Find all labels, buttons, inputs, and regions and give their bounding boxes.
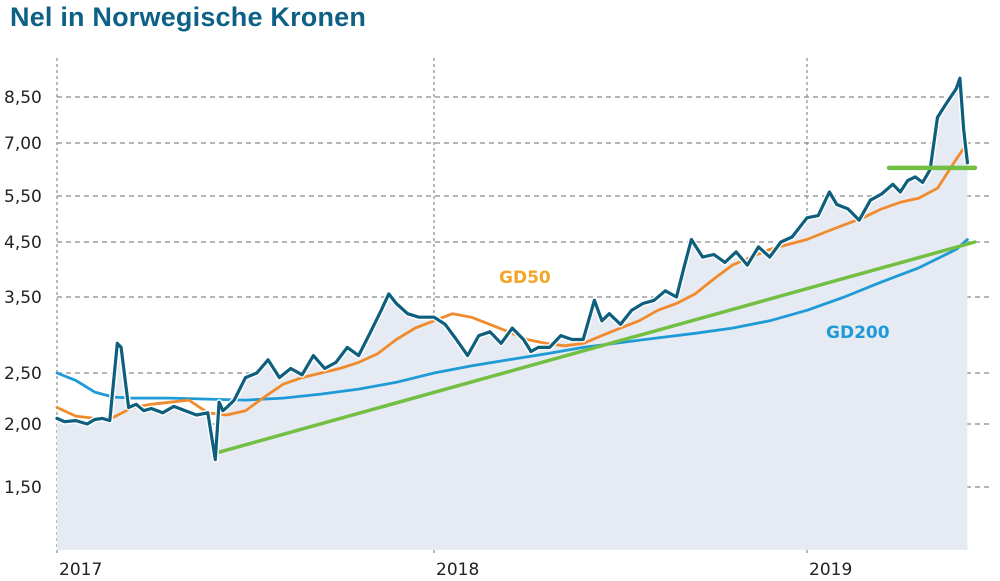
y-tick-label: 7,00	[4, 134, 42, 154]
x-tick-label: 2018	[436, 560, 479, 580]
y-tick-label: 1,50	[4, 478, 42, 498]
price-area-fill	[57, 78, 968, 551]
x-tick-label: 2019	[809, 560, 852, 580]
y-tick-label: 5,50	[4, 187, 42, 207]
x-tick-label: 2017	[59, 560, 102, 580]
y-tick-label: 2,50	[4, 364, 42, 384]
trendline-support	[213, 240, 977, 455]
series-price-line	[55, 76, 969, 462]
chart-title: Nel in Norwegische Kronen	[10, 2, 367, 32]
x-axis-ticks: 2017 2018 2019	[59, 560, 852, 580]
series-gd200-line	[55, 238, 969, 402]
label-gd50: GD50	[499, 268, 551, 288]
y-tick-label: 3,50	[4, 288, 42, 308]
label-gd200: GD200	[826, 323, 890, 343]
y-axis-ticks: 8,50 7,00 5,50 4,50 3,50 2,50 2,00 1,50	[4, 88, 42, 498]
y-tick-label: 2,00	[4, 415, 42, 435]
y-tick-label: 8,50	[4, 88, 42, 108]
y-tick-label: 4,50	[4, 233, 42, 253]
